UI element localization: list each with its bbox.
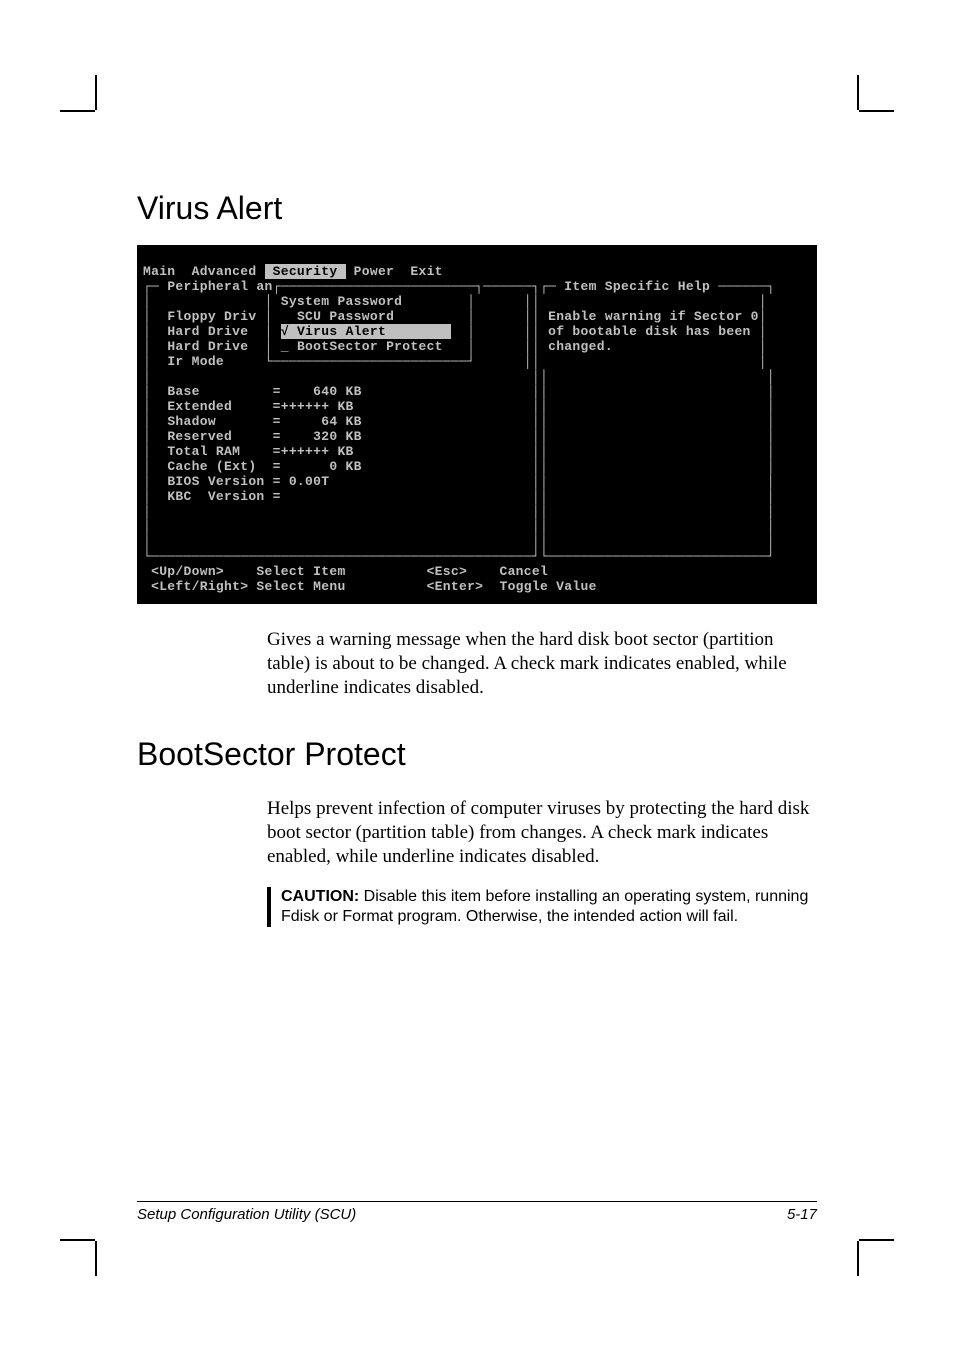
menu-power: Power xyxy=(354,264,395,279)
footer-updown: <Up/Down> Select Item xyxy=(151,564,345,579)
menu-exit: Exit xyxy=(410,264,442,279)
popup-system-password: System Password xyxy=(281,294,403,309)
menu-main: Main xyxy=(143,264,175,279)
left-hd1: Hard Drive xyxy=(167,324,256,339)
popup-virus-alert: Virus Alert xyxy=(289,324,451,339)
help-title: Item Specific Help xyxy=(564,279,710,294)
left-ir: Ir Mode xyxy=(167,354,224,369)
help-line3: changed. xyxy=(548,339,613,354)
popup-scu-password: SCU Password xyxy=(297,309,394,324)
mem-kbcver: KBC Version = xyxy=(167,489,280,504)
bios-screenshot: Main Advanced Security Power Exit ┌─ Per… xyxy=(137,245,817,604)
left-panel-title: Peripheral an xyxy=(167,279,272,294)
mem-cache: Cache (Ext) = 0 KB xyxy=(167,459,361,474)
mem-base: Base = 640 KB xyxy=(167,384,361,399)
para2-text: Helps prevent infection of computer viru… xyxy=(267,797,817,869)
mem-shadow: Shadow = 64 KB xyxy=(167,414,361,429)
heading-bootsector: BootSector Protect xyxy=(137,736,817,773)
heading-virus-alert: Virus Alert xyxy=(137,190,817,227)
caution-label: CAUTION: xyxy=(281,888,359,905)
para-bootsector: Helps prevent infection of computer viru… xyxy=(267,797,817,869)
footer-leftright: <Left/Right> Select Menu xyxy=(151,579,345,594)
mem-ext: Extended =++++++ KB xyxy=(167,399,353,414)
footer-title: Setup Configuration Utility (SCU) xyxy=(137,1206,356,1223)
popup-check-icon: √ xyxy=(281,324,289,339)
para-virus-alert: Gives a warning message when the hard di… xyxy=(267,628,817,700)
mem-biosver: BIOS Version = 0.00T xyxy=(167,474,329,489)
mem-reserved: Reserved = 320 KB xyxy=(167,429,361,444)
left-floppy: Floppy Driv xyxy=(167,309,256,324)
help-line2: of bootable disk has been xyxy=(548,324,751,339)
mem-total: Total RAM =++++++ KB xyxy=(167,444,353,459)
left-hd2: Hard Drive xyxy=(167,339,256,354)
help-line1: Enable warning if Sector 0 xyxy=(548,309,759,324)
page-content: Virus Alert Main Advanced Security Power… xyxy=(137,190,817,927)
footer-page: 5-17 xyxy=(787,1206,817,1223)
menu-advanced: Advanced xyxy=(192,264,257,279)
footer-esc: <Esc> Cancel xyxy=(427,564,549,579)
page-footer: Setup Configuration Utility (SCU) 5-17 xyxy=(137,1201,817,1223)
para1-text: Gives a warning message when the hard di… xyxy=(267,628,817,700)
menu-security: Security xyxy=(265,264,346,279)
popup-bootsector: _ BootSector Protect xyxy=(281,339,443,354)
footer-enter: <Enter> Toggle Value xyxy=(427,579,597,594)
caution-block: CAUTION: Disable this item before instal… xyxy=(267,887,817,927)
caution-text: Disable this item before installing an o… xyxy=(281,888,808,925)
